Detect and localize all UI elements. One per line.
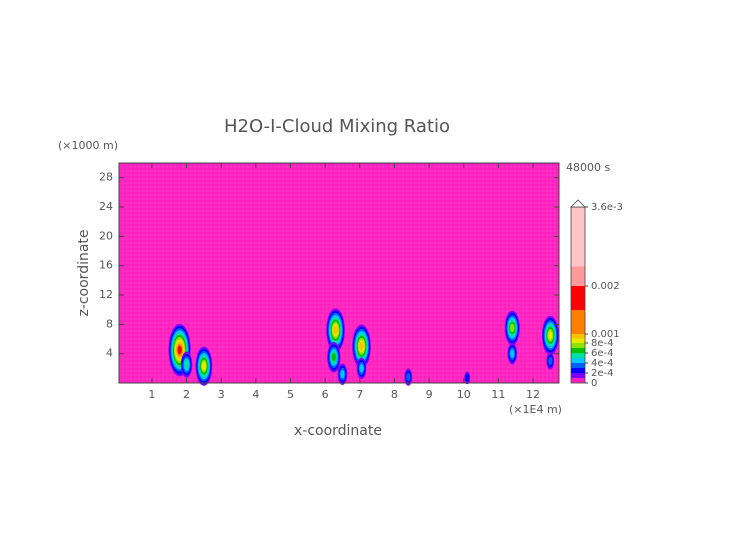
colorbar-band [571, 368, 585, 373]
colorbar-band [571, 358, 585, 363]
cloud-feature [352, 324, 371, 369]
x-tick-label: 2 [183, 388, 190, 401]
colorbar-band [571, 343, 585, 348]
cloud-feature [404, 368, 413, 386]
x-tick-label: 3 [218, 388, 225, 401]
cloud-feature [504, 310, 520, 346]
colorbar-band [571, 334, 585, 339]
colorbar-band [571, 310, 585, 334]
cloud-feature [327, 342, 341, 373]
x-tick-label: 10 [457, 388, 471, 401]
plot-frame [118, 162, 560, 384]
colorbar-tick-label: 4e-4 [591, 358, 614, 369]
colorbar-band [571, 353, 585, 358]
y-axis-label: z-coordinate [76, 229, 92, 316]
contour-band [184, 360, 189, 369]
colorbar-band [571, 338, 585, 343]
contour-band [465, 373, 470, 383]
cloud-feature [180, 351, 193, 378]
time-label: 48000 s [566, 161, 610, 174]
colorbar-tick-label: 0.001 [591, 329, 620, 340]
cloud-feature [195, 346, 213, 386]
cloud-feature [464, 371, 471, 385]
y-tick-label: 28 [99, 171, 113, 184]
x-tick-label: 6 [322, 388, 329, 401]
contour-band [333, 326, 338, 335]
contour-band [359, 364, 364, 373]
colorbar-tick-label: 0 [591, 378, 597, 389]
colorbar-tick-label: 6e-4 [591, 348, 614, 359]
y-tick-label: 4 [106, 347, 113, 360]
x-tick-label: 12 [526, 388, 540, 401]
contour-band [548, 356, 553, 366]
y-tick-label: 24 [99, 200, 113, 213]
contour-band [340, 370, 345, 379]
x-unit: (×1E4 m) [509, 403, 562, 416]
y-unit: (×1000 m) [58, 139, 118, 152]
cloud-feature [326, 308, 345, 353]
colorbar-tick-label: 2e-4 [591, 368, 614, 379]
colorbar-band [571, 207, 585, 267]
x-tick-label: 5 [287, 388, 294, 401]
colorbar-band [571, 286, 585, 310]
cloud-feature [507, 342, 518, 365]
contour-band [510, 323, 515, 333]
colorbar-tick-label: 8e-4 [591, 338, 614, 349]
y-tick-label: 8 [106, 317, 113, 330]
y-tick-label: 16 [99, 259, 113, 272]
contour-band [510, 349, 515, 358]
x-tick-label: 4 [252, 388, 259, 401]
x-tick-label: 11 [491, 388, 505, 401]
x-tick-label: 1 [148, 388, 155, 401]
x-tick-label: 9 [426, 388, 433, 401]
contour-band [201, 361, 206, 371]
contour-band [177, 345, 182, 355]
cloud-feature [546, 352, 555, 370]
colorbar-band [571, 348, 585, 353]
cloud-feature [337, 363, 348, 386]
contour-band [548, 331, 553, 340]
colorbar-band [571, 373, 585, 378]
x-tick-label: 8 [391, 388, 398, 401]
colorbar-band [571, 266, 585, 286]
contour-band [331, 353, 336, 362]
colorbar-arrow [570, 199, 586, 208]
colorbar-band [571, 363, 585, 368]
chart-title: H2O-I-Cloud Mixing Ratio [224, 116, 450, 137]
x-tick-label: 7 [356, 388, 363, 401]
contour-band [406, 372, 411, 382]
cloud-feature [356, 357, 367, 380]
colorbar-tick-label: 0.002 [591, 281, 620, 292]
y-tick-label: 20 [99, 229, 113, 242]
colorbar-tick-label: 3.6e-3 [591, 202, 623, 213]
contour-band [359, 342, 364, 351]
y-tick-label: 12 [99, 288, 113, 301]
cloud-feature [541, 315, 559, 355]
colorbar-band [571, 378, 585, 383]
x-axis-label: x-coordinate [294, 423, 382, 439]
